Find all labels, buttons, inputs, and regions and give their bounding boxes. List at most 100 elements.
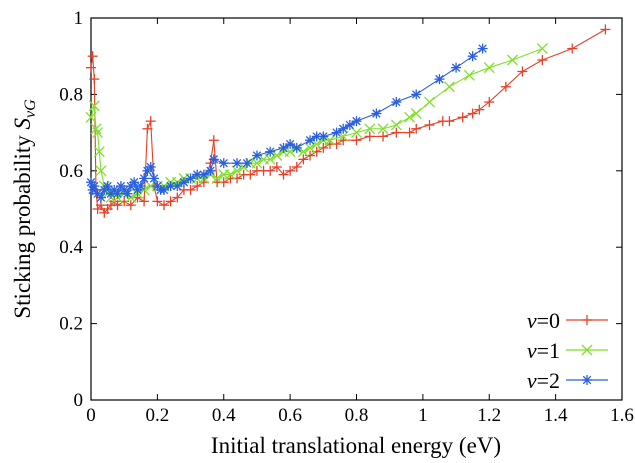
data-point-v0: [145, 116, 156, 127]
data-point-v0: [351, 135, 362, 146]
data-point-v2: [434, 74, 445, 85]
legend-label-v0: v=0: [527, 308, 560, 333]
data-point-v0: [378, 131, 389, 142]
data-point-v0: [467, 108, 478, 119]
data-point-v2: [208, 154, 219, 165]
data-point-v0: [192, 181, 203, 192]
data-point-v0: [172, 192, 183, 203]
data-point-v2: [205, 165, 216, 176]
data-point-v0: [444, 116, 455, 127]
data-point-v2: [467, 51, 478, 62]
data-point-v1: [351, 127, 362, 139]
y-tick-label: 0: [74, 390, 84, 411]
data-point-v1: [443, 81, 455, 93]
x-tick-label: 1.6: [610, 405, 634, 426]
data-point-v1: [507, 54, 518, 66]
data-point-v1: [364, 123, 376, 135]
data-point-v1: [93, 146, 105, 158]
x-tick-label: 0: [86, 405, 96, 426]
x-tick-label: 0.2: [146, 405, 170, 426]
data-point-v0: [500, 81, 511, 92]
data-point-v1: [390, 119, 402, 131]
data-point-v0: [411, 123, 422, 134]
data-point-v1: [251, 157, 263, 169]
data-point-v1: [90, 123, 102, 135]
y-tick-label: 1: [74, 8, 84, 29]
x-tick-label: 1.2: [477, 405, 501, 426]
data-point-v2: [451, 62, 462, 73]
x-ticks: 0 0.2 0.4 0.6 0.8 1 1.2 1.4 1.6: [86, 18, 634, 426]
data-point-v2: [311, 131, 322, 142]
y-tick-label: 0.4: [59, 237, 83, 258]
series-markers: [85, 24, 611, 218]
data-point-v2: [122, 188, 133, 199]
legend-marker-v0: [582, 315, 592, 325]
data-point-v0: [298, 154, 309, 165]
data-point-v0: [125, 200, 136, 211]
x-axis-title: Initial translational energy (eV): [211, 433, 501, 458]
legend-label-v2: v=2: [527, 368, 560, 393]
data-point-v2: [139, 173, 150, 184]
data-point-v1: [463, 69, 475, 81]
data-point-v2: [291, 142, 302, 153]
data-point-v0: [364, 131, 375, 142]
data-point-v0: [87, 51, 98, 62]
data-point-v2: [318, 131, 329, 142]
data-point-v0: [600, 24, 611, 35]
data-point-v0: [185, 184, 196, 195]
data-point-v1: [304, 142, 316, 154]
data-point-v1: [224, 169, 236, 181]
legend-marker-v1: [581, 344, 593, 356]
legend-marker-v2: [582, 375, 592, 385]
data-point-v0: [152, 196, 163, 207]
data-point-v2: [411, 89, 422, 100]
data-point-v0: [245, 169, 256, 180]
data-point-v2: [477, 43, 488, 54]
data-point-v2: [218, 158, 229, 169]
data-point-v2: [265, 146, 276, 157]
data-point-v0: [285, 165, 296, 176]
data-point-v0: [291, 161, 302, 172]
y-tick-label: 0.2: [59, 314, 83, 335]
data-point-v1: [92, 127, 104, 139]
y-ticks: 0 0.2 0.4 0.6 0.8 1: [59, 8, 622, 411]
data-point-v2: [149, 173, 160, 184]
x-tick-label: 1: [418, 405, 428, 426]
data-point-v0: [112, 200, 123, 211]
data-point-v2: [135, 181, 146, 192]
data-point-v2: [241, 158, 252, 169]
data-point-v0: [457, 112, 468, 123]
x-tick-label: 0.6: [278, 405, 302, 426]
data-point-v0: [474, 104, 485, 115]
data-point-v0: [271, 161, 282, 172]
data-point-v0: [424, 119, 435, 130]
data-point-v2: [145, 161, 156, 172]
y-axis-title: Sticking probability SvG: [10, 99, 39, 319]
data-point-v1: [211, 172, 223, 184]
y-tick-label: 0.8: [59, 84, 83, 105]
data-point-v2: [95, 192, 106, 203]
data-point-v0: [567, 43, 578, 54]
x-tick-label: 0.8: [345, 405, 369, 426]
data-point-v2: [232, 158, 243, 169]
data-point-v1: [85, 111, 97, 123]
y-tick-label: 0.6: [59, 161, 83, 182]
legend-label-v1: v=1: [527, 338, 560, 363]
data-point-v0: [159, 200, 170, 211]
data-point-v0: [139, 196, 150, 207]
data-point-v2: [89, 181, 100, 192]
data-point-v2: [351, 116, 362, 127]
data-point-v1: [231, 165, 243, 177]
x-tick-label: 1.4: [544, 405, 568, 426]
data-point-v2: [251, 150, 262, 161]
x-tick-label: 0.4: [212, 405, 236, 426]
data-point-v2: [165, 181, 176, 192]
data-point-v1: [264, 153, 276, 165]
y-axis-title-main: Sticking probability: [10, 130, 35, 319]
data-point-v1: [483, 62, 495, 74]
data-point-v2: [371, 108, 382, 119]
legend: v=0 v=1 v=2: [527, 308, 608, 393]
data-point-v1: [377, 123, 389, 135]
data-point-v1: [88, 100, 100, 112]
data-point-v1: [536, 43, 548, 55]
